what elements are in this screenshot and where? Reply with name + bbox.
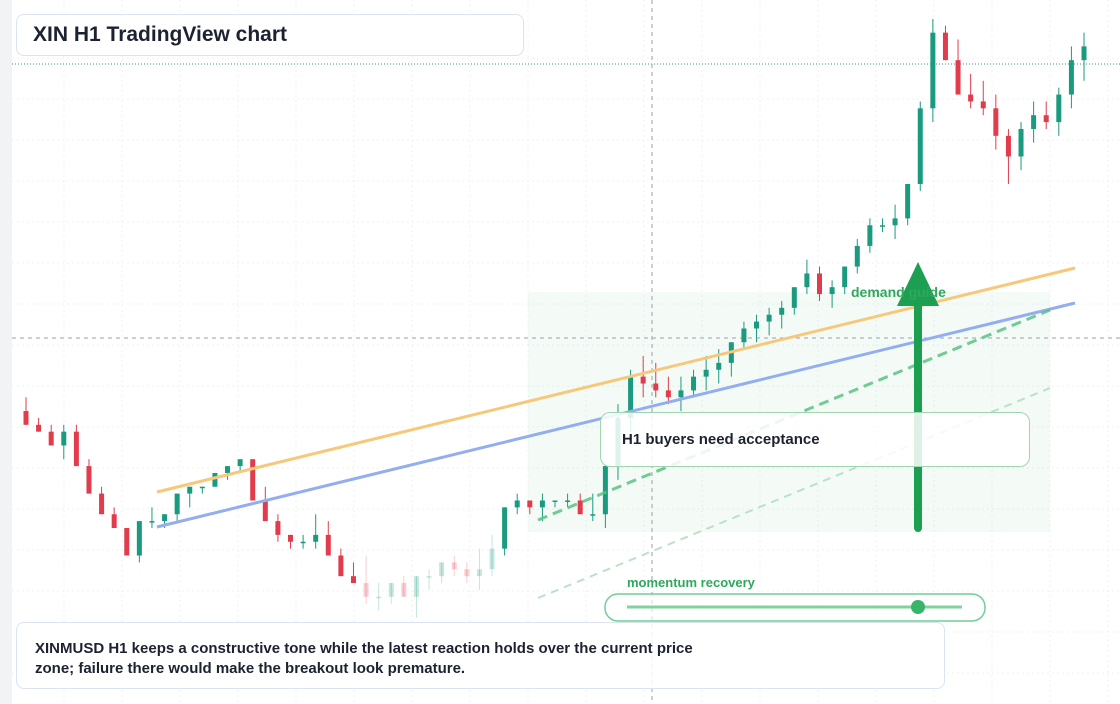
candle-body: [955, 60, 961, 95]
candle-body: [86, 466, 92, 494]
candle-body: [590, 514, 596, 516]
candle-body: [842, 266, 848, 288]
candle-body: [716, 362, 722, 370]
candle-body: [199, 486, 205, 489]
candle-body: [754, 321, 760, 329]
demand-guide-label: demand guide: [851, 284, 946, 300]
candle-body: [577, 500, 583, 515]
candle-body: [942, 32, 948, 61]
candle-body: [1043, 115, 1049, 123]
candle-body: [1068, 60, 1074, 95]
candle-body: [552, 500, 558, 502]
candle-body: [476, 569, 482, 577]
candle-body: [376, 596, 382, 599]
candle-body: [464, 569, 470, 577]
callout-box: H1 buyers need acceptance: [600, 412, 1030, 467]
candle-body: [678, 390, 684, 398]
candle-body: [867, 225, 873, 246]
candle-body: [187, 486, 193, 494]
candle-body: [1056, 94, 1062, 123]
candle-body: [338, 555, 344, 577]
callout-text: H1 buyers need acceptance: [622, 431, 820, 448]
candle-body: [527, 500, 533, 508]
candle-body: [640, 376, 646, 384]
candle-body: [905, 184, 911, 219]
candle-body: [124, 528, 130, 556]
candle-body: [1005, 135, 1011, 157]
candle-body: [212, 472, 218, 487]
candle-body: [602, 466, 608, 515]
momentum-knob: [911, 600, 925, 614]
candle-body: [703, 369, 709, 377]
candle-body: [237, 459, 243, 467]
candle-body: [980, 101, 986, 109]
candle-body: [892, 218, 898, 226]
candle-body: [539, 500, 545, 508]
candle-body: [262, 500, 268, 522]
candle-body: [275, 521, 281, 535]
candle-body: [149, 521, 155, 523]
candle-body: [225, 466, 231, 473]
candle-body: [502, 507, 508, 549]
candle-body: [817, 273, 822, 295]
candle-body: [426, 576, 432, 578]
candle-body: [1018, 128, 1024, 157]
candle-body: [741, 328, 747, 343]
candle-body: [653, 383, 659, 391]
candle-body: [791, 287, 797, 308]
candle-body: [48, 431, 54, 446]
candle-body: [766, 314, 772, 322]
candle-body: [300, 541, 306, 544]
candle-body: [779, 307, 785, 315]
candle-body: [993, 108, 999, 136]
signal-arrow-head: [897, 262, 939, 306]
candle-body: [1081, 46, 1087, 61]
chart-title: XIN H1 TradingView chart: [33, 23, 288, 46]
candle-body: [162, 514, 168, 522]
candle-body: [23, 411, 29, 425]
candle-body: [968, 94, 974, 102]
caption-text: XINMUSD H1 keeps a constructive tone whi…: [35, 640, 693, 677]
price-scale-rail: [0, 0, 12, 704]
candle-body: [514, 500, 520, 508]
candle-body: [917, 108, 923, 184]
candle-body: [804, 273, 810, 288]
candle-body: [439, 562, 445, 577]
candle-body: [854, 245, 860, 267]
chart-title-box: XIN H1 TradingView chart: [16, 14, 524, 56]
candle-body: [363, 583, 369, 597]
momentum-recovery-label: momentum recovery: [627, 575, 755, 590]
candle-body: [111, 514, 117, 528]
candle-body: [250, 459, 256, 501]
candle-body: [99, 493, 105, 515]
candle-body: [288, 534, 293, 542]
candle-body: [930, 32, 936, 109]
candle-body: [73, 431, 79, 467]
caption-box: XINMUSD H1 keeps a constructive tone whi…: [16, 622, 945, 689]
candle-body: [174, 493, 180, 515]
candle-body: [388, 583, 394, 597]
candle-body: [451, 562, 457, 570]
candle-body: [401, 583, 407, 597]
candle-body: [1031, 115, 1037, 129]
candle-body: [879, 225, 885, 227]
candle-body: [489, 548, 495, 570]
candle-body: [691, 376, 697, 391]
candle-body: [325, 534, 331, 556]
candle-body: [628, 376, 634, 418]
candle-body: [136, 521, 142, 556]
candle-body: [350, 576, 356, 584]
candle-body: [36, 424, 42, 432]
candle-body: [313, 534, 319, 542]
candle-body: [829, 287, 835, 295]
candle-body: [565, 500, 571, 502]
candle-body: [61, 431, 67, 446]
candle-body: [413, 576, 419, 597]
candle-body: [665, 390, 671, 398]
